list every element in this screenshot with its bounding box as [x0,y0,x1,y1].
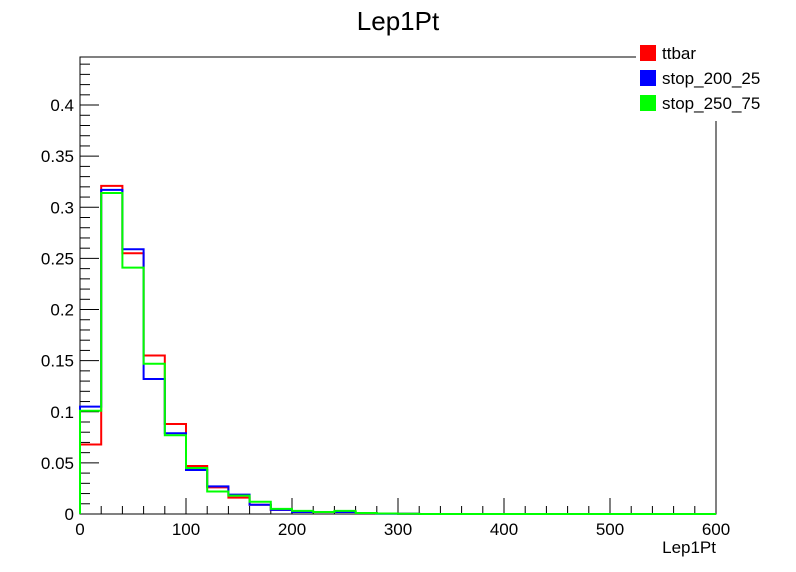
x-tick-label: 100 [172,520,200,539]
legend-marker-stop_200_25 [640,70,656,86]
plot-frame [79,56,717,515]
y-tick-label: 0.1 [50,403,74,422]
y-tick-label: 0.25 [41,249,74,268]
series-ttbar [79,184,716,515]
x-tick-label: 0 [75,520,84,539]
x-tick-label: 300 [384,520,412,539]
x-tick-label: 600 [702,520,730,539]
legend-label-ttbar: ttbar [662,44,696,63]
chart-title: Lep1Pt [357,6,440,36]
axis-ticks: 0 100 200 300 400 500 600 0 0.05 0.1 0.15 0.2 0.25 0.… [41,63,730,539]
y-tick-label: 0.4 [50,96,74,115]
series-stop_200_25 [79,188,716,515]
y-tick-label: 0.35 [41,147,74,166]
legend-marker-ttbar [640,45,656,61]
y-tick-label: 0.05 [41,454,74,473]
x-tick-label: 400 [490,520,518,539]
y-tick-label: 0.15 [41,352,74,371]
legend-marker-stop_250_75 [640,95,656,111]
y-tick-label: 0 [65,505,74,524]
x-tick-label: 200 [278,520,306,539]
legend-label-stop_200_25: stop_200_25 [662,69,760,88]
series-stop_250_75 [79,191,716,515]
y-tick-label: 0.2 [50,301,74,320]
legend-box [636,39,796,121]
plot-area [79,56,717,515]
x-axis-title: Lep1Pt [662,538,716,557]
y-tick-label: 0.3 [50,198,74,217]
series-group [79,184,716,515]
legend-label-stop_250_75: stop_250_75 [662,94,760,113]
x-tick-label: 500 [596,520,624,539]
legend: ttbar stop_200_25 stop_250_75 [636,39,796,121]
